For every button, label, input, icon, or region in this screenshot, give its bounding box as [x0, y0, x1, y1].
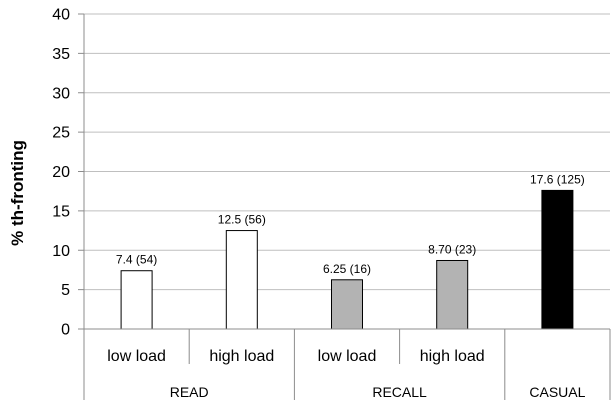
bars — [120, 189, 574, 330]
y-tick-label: 25 — [52, 125, 70, 142]
bar-data-label: 12.5 (56) — [218, 213, 266, 227]
y-tick-label: 15 — [52, 203, 70, 220]
y-tick-label: 10 — [52, 243, 70, 260]
y-tick-label: 35 — [52, 46, 70, 63]
bar — [120, 270, 153, 330]
bar-data-label: 17.6 (125) — [530, 172, 585, 186]
bar — [541, 189, 574, 330]
bar — [436, 259, 469, 330]
gridlines — [78, 13, 610, 330]
x-axis: low load high load low load high load READ RE… — [83, 328, 611, 400]
x-category-label: low load — [318, 348, 377, 365]
y-tick-label: 0 — [61, 322, 70, 339]
y-tick-label: 5 — [61, 282, 70, 299]
x-category-label: low load — [107, 348, 166, 365]
data-labels: 7.4 (54) 12.5 (56) 6.25 (16) 8.70 (23) 17.6 … — [116, 172, 585, 275]
x-group-label: CASUAL — [529, 384, 585, 400]
x-group-label: RECALL — [372, 384, 427, 400]
y-tick-label: 20 — [52, 164, 70, 181]
y-tick-label: 40 — [52, 7, 70, 24]
bar-data-label: 7.4 (54) — [116, 253, 157, 267]
x-category-label: high load — [420, 348, 485, 365]
y-tick-labels: 0 5 10 15 20 25 30 35 40 — [52, 7, 70, 339]
y-tick-label: 30 — [52, 85, 70, 102]
x-category-label: high load — [209, 348, 274, 365]
bar-data-label: 6.25 (16) — [323, 262, 371, 276]
bar-data-label: 8.70 (23) — [428, 242, 476, 256]
bar — [225, 230, 258, 330]
y-axis-label: % th-fronting — [8, 140, 27, 246]
x-group-label: READ — [170, 384, 209, 400]
bar — [331, 279, 363, 330]
